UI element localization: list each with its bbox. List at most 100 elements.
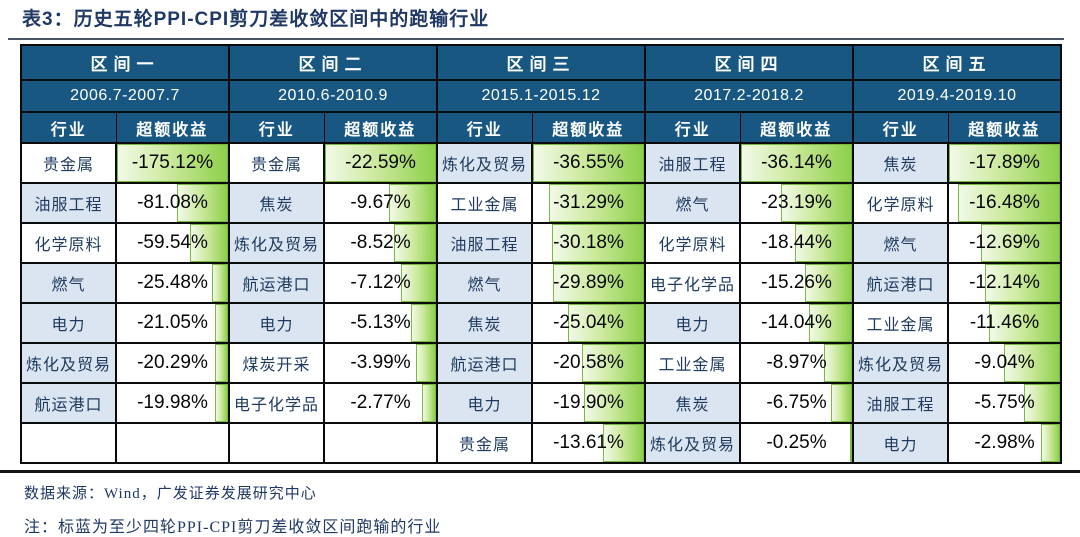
excess-return-value: -22.59% <box>345 152 416 173</box>
table-row: 化学原料 -59.54% 炼化及贸易 -8.52% 油服工程 -30.18% 化学原料 -18… <box>20 222 1062 264</box>
excess-return-value: -5.75% <box>974 392 1035 413</box>
excess-return-cell: -7.12% <box>323 262 438 304</box>
excess-return-value: -17.89% <box>969 152 1040 173</box>
excess-return-value: -13.61% <box>553 432 624 453</box>
table-row: 贵金属 -175.12% 贵金属 -22.59% 炼化及贸易 -36.55% 油服工程 -36… <box>20 142 1062 184</box>
table-bottom-rule <box>0 470 1080 473</box>
excess-return-column-header: 超额收益 <box>947 111 1062 144</box>
excess-return-cell: -12.69% <box>947 222 1062 264</box>
industry-cell: 焦炭 <box>852 142 949 184</box>
excess-return-value: -9.67% <box>350 192 411 213</box>
title-underline <box>8 38 1064 40</box>
excess-return-cell: -14.04% <box>739 302 854 344</box>
excess-return-cell: -175.12% <box>115 142 230 184</box>
excess-return-cell: -9.04% <box>947 342 1062 384</box>
industry-cell: 电力 <box>20 302 117 344</box>
negative-return-bar <box>581 345 643 381</box>
excess-return-cell: -81.08% <box>115 182 230 224</box>
excess-return-cell <box>323 422 438 464</box>
excess-return-cell: -2.98% <box>947 422 1062 464</box>
excess-return-value: -81.08% <box>137 192 208 213</box>
excess-return-value: -12.14% <box>969 272 1040 293</box>
excess-return-value: -36.14% <box>761 152 832 173</box>
excess-return-cell: -19.98% <box>115 382 230 424</box>
industry-cell: 炼化及贸易 <box>644 422 741 464</box>
interval-name-header: 区间三 <box>436 44 646 81</box>
excess-return-value: -0.25% <box>766 432 827 453</box>
excess-return-value: -29.89% <box>553 272 624 293</box>
excess-return-cell: -0.25% <box>739 422 854 464</box>
negative-return-bar <box>567 305 643 341</box>
negative-return-bar <box>211 265 227 301</box>
negative-return-bar <box>602 425 643 461</box>
excess-return-value: -30.18% <box>553 232 624 253</box>
excess-return-value: -20.58% <box>553 352 624 373</box>
negative-return-bar <box>416 345 435 381</box>
excess-return-value: -25.04% <box>553 312 624 333</box>
industry-cell: 煤炭开采 <box>228 342 325 384</box>
interval-name-header: 区间五 <box>852 44 1062 81</box>
excess-return-value: -16.48% <box>969 192 1040 213</box>
negative-return-bar <box>850 425 851 461</box>
excess-return-column-header: 超额收益 <box>115 111 230 144</box>
industry-cell: 燃气 <box>644 182 741 224</box>
negative-return-bar <box>326 145 435 181</box>
table-row: 贵金属 -13.61% 炼化及贸易 -0.25% 电力 -2.98% <box>20 422 1062 464</box>
excess-return-cell: -36.14% <box>739 142 854 184</box>
industry-cell: 工业金属 <box>436 182 533 224</box>
excess-return-value: -36.55% <box>553 152 624 173</box>
interval-name-header: 区间二 <box>228 44 438 81</box>
interval-header-row: 区间一 区间二 区间三 区间四 区间五 <box>20 44 1062 81</box>
ppi-cpi-underperformers-table: 区间一 区间二 区间三 区间四 区间五 2006.7-2007.7 2010.6-2010.… <box>20 44 1062 464</box>
excess-return-value: -7.12% <box>350 272 411 293</box>
excess-return-cell: -3.99% <box>323 342 438 384</box>
industry-cell: 化学原料 <box>20 222 117 264</box>
negative-return-bar <box>215 345 227 381</box>
negative-return-bar <box>388 185 435 221</box>
excess-return-value: -23.19% <box>761 192 832 213</box>
negative-return-bar <box>422 385 435 421</box>
excess-return-cell: -30.18% <box>531 222 646 264</box>
interval-period-header: 2006.7-2007.7 <box>20 79 230 113</box>
industry-cell: 电力 <box>436 382 533 424</box>
industry-cell: 焦炭 <box>436 302 533 344</box>
table-row: 油服工程 -81.08% 焦炭 -9.67% 工业金属 -31.29% 燃气 -23.19% 化… <box>20 182 1062 224</box>
excess-return-value: -3.99% <box>350 352 411 373</box>
industry-column-header: 行业 <box>228 111 325 144</box>
industry-cell: 化学原料 <box>852 182 949 224</box>
excess-return-cell: -19.90% <box>531 382 646 424</box>
excess-return-value: -5.13% <box>350 312 411 333</box>
interval-period-header: 2017.2-2018.2 <box>644 79 854 113</box>
excess-return-cell: -25.04% <box>531 302 646 344</box>
industry-column-header: 行业 <box>436 111 533 144</box>
industry-cell: 贵金属 <box>436 422 533 464</box>
industry-cell: 燃气 <box>436 262 533 304</box>
negative-return-bar <box>1003 345 1059 381</box>
excess-return-cell: -22.59% <box>323 142 438 184</box>
excess-return-cell: -9.67% <box>323 182 438 224</box>
industry-cell: 电子化学品 <box>228 382 325 424</box>
industry-cell: 电力 <box>644 302 741 344</box>
industry-cell: 贵金属 <box>228 142 325 184</box>
negative-return-bar <box>981 225 1059 261</box>
negative-return-bar <box>583 385 643 421</box>
negative-return-bar <box>805 265 851 301</box>
industry-cell: 炼化及贸易 <box>20 342 117 384</box>
column-header-row: 行业 超额收益 行业 超额收益 行业 超额收益 行业 超额收益 行业 超额收益 <box>20 111 1062 144</box>
excess-return-cell <box>115 422 230 464</box>
excess-return-cell: -5.13% <box>323 302 438 344</box>
excess-return-cell: -18.44% <box>739 222 854 264</box>
negative-return-bar <box>957 185 1059 221</box>
excess-return-cell: -20.58% <box>531 342 646 384</box>
negative-return-bar <box>988 305 1059 341</box>
industry-cell: 焦炭 <box>228 182 325 224</box>
highlight-note: 注：标蓝为至少四轮PPI-CPI剪刀差收敛区间跑输的行业 <box>24 519 442 536</box>
excess-return-cell: -23.19% <box>739 182 854 224</box>
excess-return-cell: -21.05% <box>115 302 230 344</box>
table-row: 航运港口 -19.98% 电子化学品 -2.77% 电力 -19.90% 焦炭 -6.75% 油… <box>20 382 1062 424</box>
negative-return-bar <box>808 305 851 341</box>
data-source-note: 数据来源：Wind，广发证券发展研究中心 <box>24 486 317 502</box>
interval-period-header: 2019.4-2019.10 <box>852 79 1062 113</box>
negative-return-bar <box>831 385 851 421</box>
industry-cell: 燃气 <box>852 222 949 264</box>
